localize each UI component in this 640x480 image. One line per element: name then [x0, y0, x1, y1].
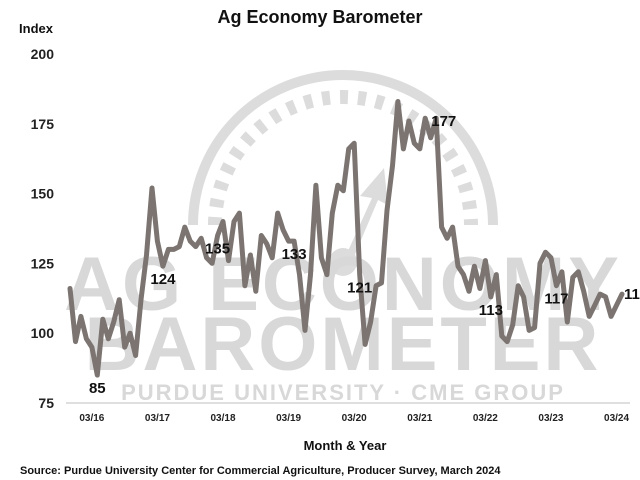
x-tick-label: 03/19 [276, 413, 301, 424]
watermark-gauge-arc [188, 70, 498, 226]
watermark-gauge-hub [329, 248, 357, 276]
x-tick-label: 03/23 [538, 413, 563, 424]
watermark-line-2: BAROMETER [85, 302, 602, 387]
annotation-label: 133 [282, 246, 307, 263]
x-axis-ticks: 03/16 03/17 03/18 03/19 03/20 03/21 03/22 03/23… [79, 413, 629, 424]
y-axis-ticks: 75 100 125 150 175 200 [31, 46, 55, 411]
x-tick-label: 03/16 [79, 413, 104, 424]
series-line [67, 99, 625, 378]
x-tick-label: 03/22 [473, 413, 498, 424]
x-tick-label: 03/17 [145, 413, 170, 424]
source-note: Source: Purdue University Center for Com… [20, 465, 501, 477]
x-axis-title: Month & Year [304, 438, 387, 453]
y-tick-label: 175 [31, 116, 55, 132]
y-axis-title: Index [19, 21, 54, 36]
series-group [67, 99, 625, 378]
y-tick-label: 100 [31, 325, 55, 341]
annotation-label: 124 [150, 271, 176, 288]
watermark-gauge-ticks [208, 90, 478, 226]
annotation-label: 121 [347, 280, 372, 297]
watermark-logo: AG ECONOMY BAROMETER PURDUE UNIVERSITY ·… [64, 70, 619, 405]
annotation-label: 117 [544, 291, 568, 308]
annotation-label: 85 [89, 380, 106, 397]
annotation-label: 114 [624, 286, 640, 303]
annotation-label: 177 [431, 113, 456, 130]
x-tick-label: 03/18 [211, 413, 236, 424]
watermark-line-3: PURDUE UNIVERSITY · CME GROUP [121, 380, 565, 405]
y-tick-label: 200 [31, 46, 55, 62]
annotations: 85 124 135 133 121 177 113 117 114 [89, 113, 640, 397]
annotation-label: 135 [205, 240, 230, 257]
annotation-label: 113 [479, 302, 503, 319]
x-tick-label: 03/21 [407, 413, 432, 424]
y-tick-label: 75 [38, 395, 54, 411]
chart-title: Ag Economy Barometer [217, 7, 422, 27]
y-tick-label: 150 [31, 186, 55, 202]
watermark-arrow-icon [343, 168, 388, 266]
x-tick-label: 03/20 [342, 413, 367, 424]
y-tick-label: 125 [31, 255, 55, 271]
x-tick-label: 03/24 [604, 413, 629, 424]
